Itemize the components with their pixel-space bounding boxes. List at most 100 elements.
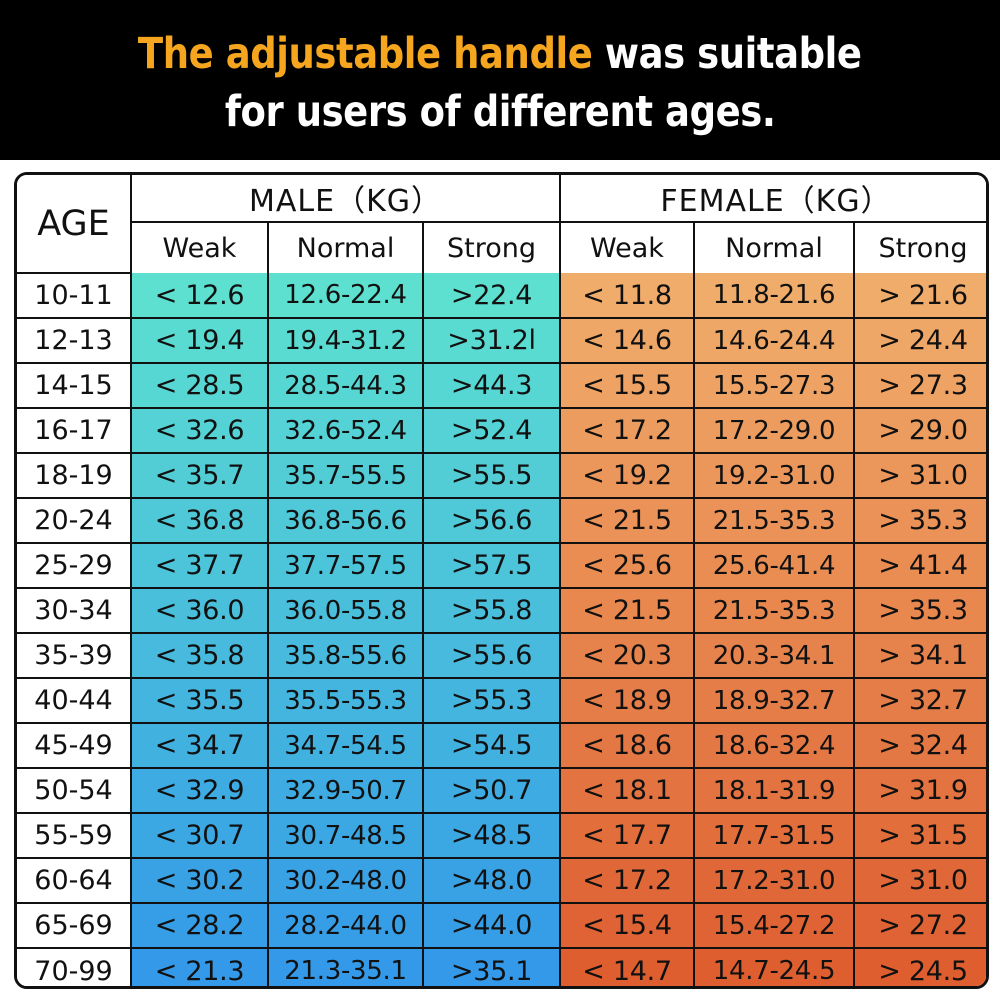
male-weak-cell: < 32.6 (130, 407, 269, 454)
female-strong-cell: > 35.3 (853, 497, 986, 544)
male-strong-cell: >22.4 (422, 273, 561, 319)
female-weak-cell: < 17.7 (559, 812, 695, 859)
female-weak-cell: < 25.6 (559, 542, 695, 589)
table-row: 55-59 < 30.7 30.7-48.5 >48.5 < 17.7 17.7-31.5… (17, 812, 986, 859)
age-range-cell: 50-54 (17, 767, 132, 814)
male-normal-cell: 28.5-44.3 (267, 362, 424, 409)
male-strong-header: Strong (422, 221, 561, 273)
male-weak-cell: < 30.7 (130, 812, 269, 859)
female-strong-cell: > 34.1 (853, 632, 986, 679)
female-weak-cell: < 17.2 (559, 407, 695, 454)
male-weak-cell: < 35.5 (130, 677, 269, 724)
table-row: 18-19 < 35.7 35.7-55.5 >55.5 < 19.2 19.2-31.0… (17, 452, 986, 499)
female-normal-cell: 15.5-27.3 (693, 362, 855, 409)
male-normal-cell: 21.3-35.1 (267, 947, 424, 986)
female-group-header: FEMALE（KG） (559, 175, 986, 223)
male-weak-cell: < 30.2 (130, 857, 269, 904)
female-weak-cell: < 15.4 (559, 902, 695, 949)
male-normal-cell: 35.5-55.3 (267, 677, 424, 724)
male-normal-cell: 12.6-22.4 (267, 273, 424, 319)
age-column-header: AGE (17, 175, 132, 274)
female-normal-cell: 17.2-31.0 (693, 857, 855, 904)
male-weak-cell: < 12.6 (130, 273, 269, 319)
female-strong-cell: > 27.3 (853, 362, 986, 409)
table-row: 16-17 < 32.6 32.6-52.4 >52.4 < 17.2 17.2-29.0… (17, 407, 986, 454)
headline-line-2: for users of different ages. (224, 87, 776, 137)
male-normal-cell: 35.7-55.5 (267, 452, 424, 499)
age-range-cell: 18-19 (17, 452, 132, 499)
female-strong-cell: > 31.0 (853, 452, 986, 499)
female-strong-cell: > 27.2 (853, 902, 986, 949)
table-row: 14-15 < 28.5 28.5-44.3 >44.3 < 15.5 15.5-27.3… (17, 362, 986, 409)
female-strong-cell: > 24.4 (853, 317, 986, 364)
male-weak-cell: < 34.7 (130, 722, 269, 769)
male-normal-cell: 35.8-55.6 (267, 632, 424, 679)
male-normal-cell: 36.0-55.8 (267, 587, 424, 634)
female-strong-cell: > 31.0 (853, 857, 986, 904)
male-normal-cell: 30.7-48.5 (267, 812, 424, 859)
male-weak-cell: < 28.2 (130, 902, 269, 949)
female-weak-cell: < 21.5 (559, 587, 695, 634)
male-normal-cell: 36.8-56.6 (267, 497, 424, 544)
headline-line-1: The adjustable handle was suitable (138, 25, 862, 83)
male-strong-cell: >55.8 (422, 587, 561, 634)
table-row: 50-54 < 32.9 32.9-50.7 >50.7 < 18.1 18.1-31.9… (17, 767, 986, 814)
male-weak-cell: < 21.3 (130, 947, 269, 986)
male-weak-cell: < 37.7 (130, 542, 269, 589)
male-normal-cell: 30.2-48.0 (267, 857, 424, 904)
female-strong-header: Strong (853, 221, 986, 273)
age-range-cell: 35-39 (17, 632, 132, 679)
female-normal-cell: 14.7-24.5 (693, 947, 855, 986)
male-normal-cell: 19.4-31.2 (267, 317, 424, 364)
header-row-subcolumns: Weak Normal Strong Weak Normal Strong (17, 221, 986, 273)
female-weak-cell: < 21.5 (559, 497, 695, 544)
table-row: 40-44 < 35.5 35.5-55.3 >55.3 < 18.9 18.9-32.7… (17, 677, 986, 724)
table-row: 45-49 < 34.7 34.7-54.5 >54.5 < 18.6 18.6-32.4… (17, 722, 986, 769)
female-normal-cell: 20.3-34.1 (693, 632, 855, 679)
male-strong-cell: >48.0 (422, 857, 561, 904)
male-strong-cell: >44.3 (422, 362, 561, 409)
female-normal-cell: 11.8-21.6 (693, 273, 855, 319)
male-weak-cell: < 19.4 (130, 317, 269, 364)
grip-strength-table-wrapper: AGE MALE（KG） FEMALE（KG） Weak Normal Stro… (14, 172, 989, 989)
male-strong-cell: >44.0 (422, 902, 561, 949)
male-strong-cell: >56.6 (422, 497, 561, 544)
male-normal-cell: 34.7-54.5 (267, 722, 424, 769)
female-normal-cell: 14.6-24.4 (693, 317, 855, 364)
age-range-cell: 65-69 (17, 902, 132, 949)
male-strong-cell: >50.7 (422, 767, 561, 814)
headline-banner: The adjustable handle was suitable for u… (0, 0, 1000, 160)
female-normal-cell: 21.5-35.3 (693, 497, 855, 544)
male-strong-cell: >55.3 (422, 677, 561, 724)
female-normal-cell: 18.6-32.4 (693, 722, 855, 769)
female-normal-cell: 21.5-35.3 (693, 587, 855, 634)
age-range-cell: 40-44 (17, 677, 132, 724)
table-row: 12-13 < 19.4 19.4-31.2 >31.2l < 14.6 14.6-24.… (17, 317, 986, 364)
table-row: 65-69 < 28.2 28.2-44.0 >44.0 < 15.4 15.4-27.2… (17, 902, 986, 949)
female-normal-cell: 25.6-41.4 (693, 542, 855, 589)
table-row: 60-64 < 30.2 30.2-48.0 >48.0 < 17.2 17.2-31.0… (17, 857, 986, 904)
table-body: 10-11 < 12.6 12.6-22.4 >22.4 < 11.8 11.8-21.6… (17, 273, 986, 986)
male-strong-cell: >55.5 (422, 452, 561, 499)
male-weak-cell: < 36.8 (130, 497, 269, 544)
male-weak-cell: < 32.9 (130, 767, 269, 814)
age-range-cell: 45-49 (17, 722, 132, 769)
female-strong-cell: > 31.5 (853, 812, 986, 859)
female-weak-cell: < 14.7 (559, 947, 695, 986)
female-weak-cell: < 20.3 (559, 632, 695, 679)
female-normal-cell: 17.2-29.0 (693, 407, 855, 454)
female-strong-cell: > 41.4 (853, 542, 986, 589)
female-strong-cell: > 35.3 (853, 587, 986, 634)
male-normal-cell: 32.6-52.4 (267, 407, 424, 454)
table-header: AGE MALE（KG） FEMALE（KG） Weak Normal Stro… (17, 175, 986, 274)
age-range-cell: 14-15 (17, 362, 132, 409)
female-weak-cell: < 18.1 (559, 767, 695, 814)
male-normal-cell: 32.9-50.7 (267, 767, 424, 814)
male-weak-header: Weak (131, 221, 269, 273)
age-range-cell: 30-34 (17, 587, 132, 634)
table-row: 10-11 < 12.6 12.6-22.4 >22.4 < 11.8 11.8-21.6… (17, 273, 986, 319)
female-weak-header: Weak (559, 221, 695, 273)
female-strong-cell: > 31.9 (853, 767, 986, 814)
age-range-cell: 12-13 (17, 317, 132, 364)
headline-rest: was suitable (592, 29, 862, 79)
